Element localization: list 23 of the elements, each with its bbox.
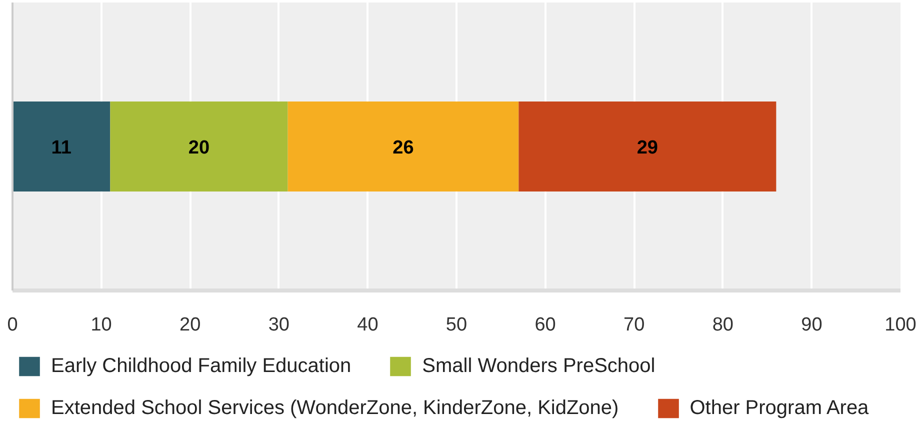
x-tick-label: 20 (180, 314, 201, 336)
data-label: 26 (392, 138, 414, 158)
legend-label: Extended School Services (WonderZone, KinderZone, KidZone) (51, 396, 619, 420)
x-tick-label: 0 (7, 314, 18, 336)
data-label: 20 (188, 138, 210, 158)
legend-label: Small Wonders PreSchool (422, 354, 656, 378)
bar (12, 102, 110, 192)
x-tick-label: 90 (801, 314, 822, 336)
x-tick-label: 40 (357, 314, 378, 336)
x-tick-label: 70 (624, 314, 645, 336)
bar (110, 102, 288, 192)
x-tick-label: 30 (268, 314, 290, 336)
legend-label: Early Childhood Family Education (51, 354, 352, 378)
x-tick-label: 10 (90, 314, 112, 336)
x-tick-label: 100 (884, 314, 916, 336)
legend-label: Other Program Area (690, 396, 869, 420)
data-label: 11 (51, 138, 72, 158)
data-label: 29 (636, 138, 658, 158)
x-tick-label: 80 (712, 314, 734, 336)
bar (518, 102, 776, 192)
x-tick-label: 50 (446, 314, 468, 336)
bar (288, 102, 519, 192)
x-tick-label: 60 (534, 314, 556, 336)
